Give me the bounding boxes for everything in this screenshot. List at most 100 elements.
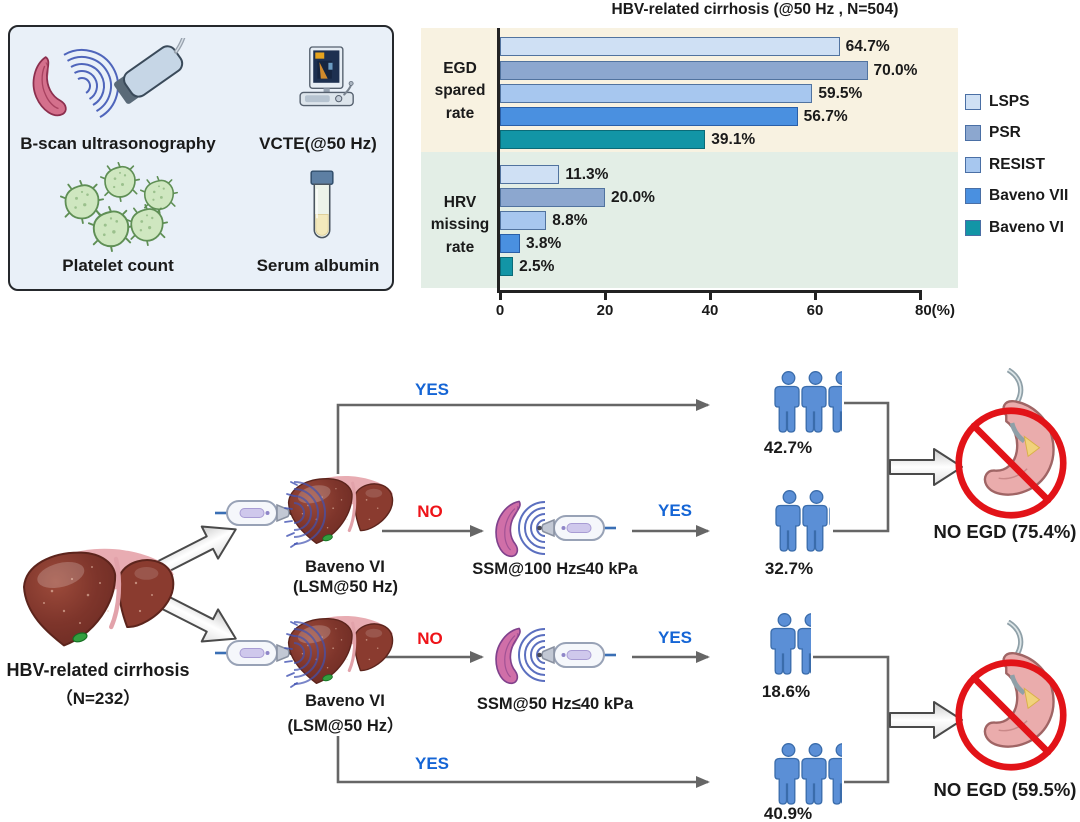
yes-label-bottom-ssm: YES	[657, 628, 693, 647]
no-egd-icon-bottom	[948, 620, 1074, 772]
pct-bottom-ssm: 18.6%	[761, 682, 811, 701]
bar-fill	[500, 211, 547, 230]
liver-probe-icon-bottom	[215, 608, 400, 700]
x-tick	[919, 292, 922, 300]
x-tick-label: 40	[701, 302, 719, 319]
bar-fill	[500, 234, 520, 253]
pct-bottom-direct: 40.9%	[763, 804, 813, 822]
no-label-top: NO	[417, 502, 443, 521]
bar-value-label: 70.0%	[873, 61, 918, 79]
bar-fill	[500, 61, 868, 80]
bar-value-label: 11.3%	[565, 165, 609, 183]
x-tick	[604, 292, 607, 300]
pct-top-ssm: 32.7%	[764, 559, 814, 578]
legend-swatch	[965, 219, 981, 236]
bar-egd-baveno7: 56.7%	[500, 107, 848, 126]
bar-hrv-resist: 8.8%	[500, 211, 588, 230]
ssm-label-bottom: SSM@50 Hz≤40 kPa	[476, 695, 634, 713]
legend-item-baveno7: Baveno VII	[965, 181, 1068, 213]
bar-value-label: 56.7%	[803, 107, 848, 125]
bar-fill	[500, 84, 813, 103]
legend-label: RESIST	[989, 155, 1045, 173]
bar-fill	[500, 257, 514, 276]
bar-value-label: 64.7%	[845, 37, 890, 55]
no-egd-icon-top	[948, 368, 1074, 520]
x-tick-label: 60	[806, 302, 824, 319]
baveno-node-bottom-line1: Baveno VI	[305, 692, 385, 710]
people-group-top-direct	[735, 371, 842, 435]
pct-top-direct: 42.7%	[763, 438, 813, 457]
legend-item-lsps: LSPS	[965, 86, 1068, 118]
bar-hrv-lsps: 11.3%	[500, 165, 608, 184]
x-tick	[814, 292, 817, 300]
platelet-label: Platelet count	[62, 256, 174, 275]
root-label-line1: HBV-related cirrhosis	[6, 660, 190, 680]
x-tick	[709, 292, 712, 300]
bar-hrv-baveno7: 3.8%	[500, 234, 561, 253]
bar-value-label: 39.1%	[711, 130, 756, 148]
chart-legend: LSPS PSR RESIST Baveno VII Baveno VI	[965, 86, 1068, 244]
legend-swatch	[965, 125, 981, 142]
ssm-icon-top	[483, 494, 618, 566]
bar-value-label: 3.8%	[525, 234, 562, 252]
bar-hrv-psr: 20.0%	[500, 188, 655, 207]
legend-item-resist: RESIST	[965, 149, 1068, 181]
legend-swatch	[965, 188, 981, 205]
legend-label: LSPS	[989, 92, 1030, 110]
category-hrv-missing-rate: HRV missing rate	[430, 194, 490, 256]
bar-fill	[500, 188, 605, 207]
result-label-bottom: NO EGD (59.5%)	[933, 779, 1077, 800]
bar-fill	[500, 130, 706, 149]
spleen-ultrasound-icon	[24, 38, 190, 122]
chart-title: HBV-related cirrhosis (@50 Hz , N=504)	[611, 1, 899, 18]
people-group-bottom-direct	[735, 743, 842, 807]
ssm-label-top: SSM@100 Hz≤40 kPa	[472, 560, 638, 578]
x-tick	[499, 292, 502, 300]
vcte-label: VCTE(@50 Hz)	[259, 134, 377, 153]
bar-egd-lsps: 64.7%	[500, 37, 890, 56]
x-tick-label: 20	[596, 302, 614, 319]
legend-item-psr: PSR	[965, 118, 1068, 150]
y-axis-line	[497, 28, 500, 291]
baveno-node-top-line2: (LSM@50 Hz)	[292, 578, 398, 596]
yes-label-top-ssm: YES	[657, 501, 693, 520]
people-group-bottom-ssm	[758, 613, 811, 677]
root-liver-icon	[16, 543, 184, 655]
legend-label: PSR	[989, 124, 1021, 142]
bar-value-label: 2.5%	[519, 257, 555, 275]
bar-value-label: 20.0%	[611, 188, 655, 206]
legend-item-baveno6: Baveno VI	[965, 212, 1068, 244]
x-tick-label: 0	[495, 302, 505, 319]
yes-label-top-direct: YES	[414, 380, 450, 399]
vcte-device-icon	[296, 46, 358, 112]
bar-hrv-baveno6: 2.5%	[500, 257, 554, 276]
ssm-icon-bottom	[483, 621, 618, 693]
serum-tube-icon	[305, 170, 339, 248]
legend-swatch	[965, 93, 981, 110]
category-egd-spared-rate: EGD spared rate	[434, 60, 486, 122]
yes-label-bottom-direct: YES	[414, 754, 450, 773]
legend-swatch	[965, 156, 981, 173]
bar-egd-resist: 59.5%	[500, 84, 862, 103]
people-group-top-ssm	[749, 490, 830, 554]
x-tick-label: 80(%)	[914, 302, 955, 319]
liver-probe-icon-top	[215, 468, 400, 560]
legend-label: Baveno VI	[989, 218, 1064, 236]
legend-label: Baveno VII	[989, 187, 1069, 205]
root-label-line2: （N=232）	[55, 689, 141, 708]
bar-egd-baveno6: 39.1%	[500, 130, 755, 149]
bscan-label: B-scan ultrasonography	[20, 134, 216, 153]
no-label-bottom: NO	[417, 629, 443, 648]
bar-value-label: 8.8%	[552, 211, 588, 229]
serum-label: Serum albumin	[256, 256, 380, 275]
bar-fill	[500, 165, 560, 184]
baveno-node-bottom-line2: (LSM@50 Hz）	[287, 717, 404, 735]
bar-fill	[500, 107, 798, 126]
baveno-node-top-line1: Baveno VI	[305, 558, 385, 576]
platelets-icon	[60, 162, 178, 252]
bar-value-label: 59.5%	[818, 84, 863, 102]
result-label-top: NO EGD (75.4%)	[933, 521, 1077, 542]
bar-fill	[500, 37, 840, 56]
bar-egd-psr: 70.0%	[500, 61, 917, 80]
